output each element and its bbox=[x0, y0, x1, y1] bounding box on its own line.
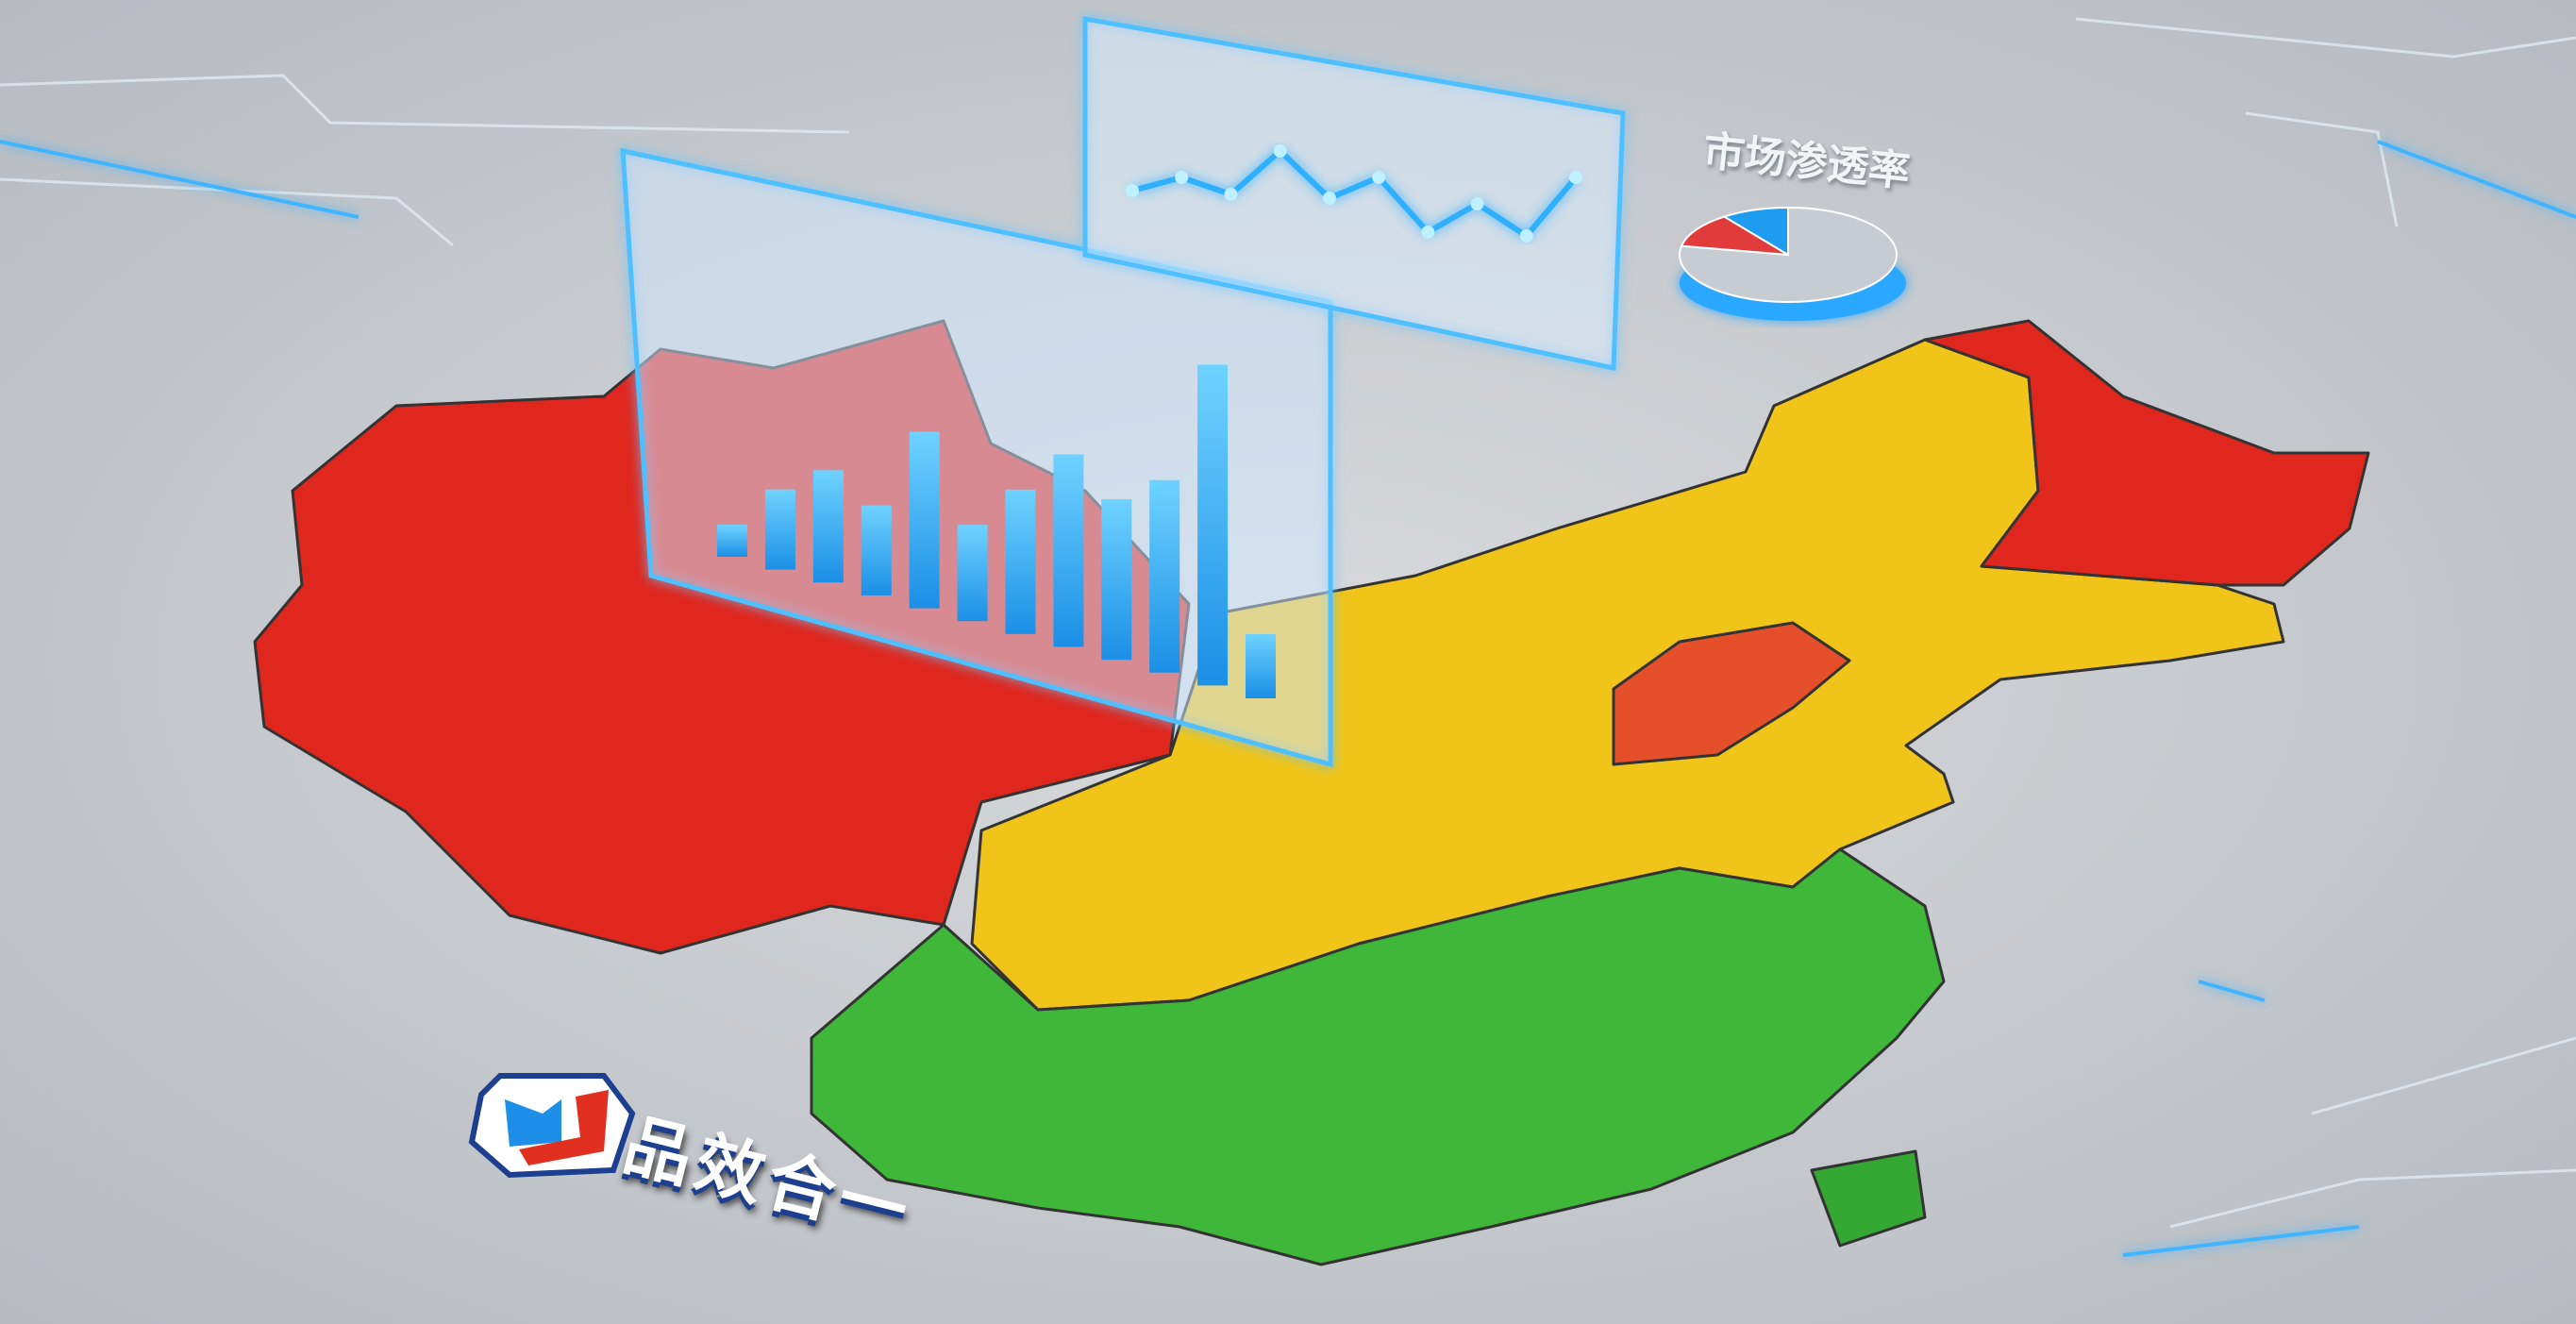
bar-7 bbox=[1053, 454, 1084, 647]
circuit-lines bbox=[0, 17, 2576, 1229]
bar-10 bbox=[1197, 364, 1229, 686]
region-capital[interactable] bbox=[1612, 621, 1851, 766]
pie-slice-1 bbox=[1680, 215, 1789, 256]
pie-chart bbox=[1679, 206, 1906, 321]
line-point-3 bbox=[1273, 144, 1287, 158]
bar-11 bbox=[1246, 634, 1276, 698]
bar-9 bbox=[1149, 479, 1180, 673]
region-south[interactable] bbox=[810, 847, 1946, 1266]
glow-lines bbox=[0, 140, 2576, 1257]
line-point-1 bbox=[1175, 171, 1189, 184]
bar-2 bbox=[812, 470, 844, 583]
line-point-5 bbox=[1372, 171, 1386, 184]
line-point-8 bbox=[1519, 229, 1533, 243]
line-point-6 bbox=[1421, 226, 1435, 239]
line-point-7 bbox=[1470, 197, 1484, 210]
bar-3 bbox=[861, 505, 892, 595]
line-point-4 bbox=[1322, 192, 1336, 205]
bar-6 bbox=[1005, 489, 1036, 634]
pie-slice-2 bbox=[1721, 206, 1789, 257]
line-chart-panel bbox=[1082, 16, 1626, 372]
region-northeast[interactable] bbox=[1923, 319, 2370, 587]
brand-logo bbox=[468, 1073, 636, 1179]
region-island[interactable] bbox=[1810, 1149, 1927, 1248]
line-point-0 bbox=[1126, 184, 1139, 197]
bar-5 bbox=[957, 525, 988, 622]
bar-1 bbox=[764, 489, 795, 570]
bar-4 bbox=[909, 431, 940, 609]
line-point-2 bbox=[1224, 188, 1238, 201]
line-point-9 bbox=[1569, 171, 1582, 184]
bar-0 bbox=[717, 525, 747, 557]
bar-chart-panel bbox=[620, 147, 1333, 768]
bar-8 bbox=[1101, 499, 1132, 661]
